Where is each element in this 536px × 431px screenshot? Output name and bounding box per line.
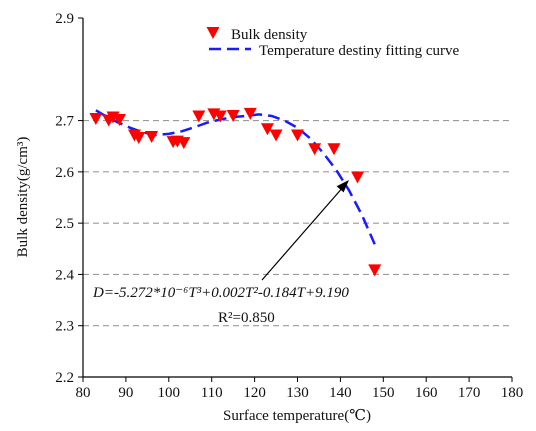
tick-labels: 80 90 100 110 120 130 140 150 160 170 180 2.2 2.3 2.4… [55, 11, 523, 401]
axes [78, 17, 513, 382]
data-point [145, 130, 159, 143]
data-point [226, 109, 240, 122]
data-point [291, 129, 304, 142]
legend-marker-bulk-density [206, 27, 220, 39]
x-tick-label: 180 [501, 385, 524, 401]
data-point [132, 132, 146, 145]
data-points-layer [89, 107, 382, 277]
data-point [308, 143, 322, 156]
equation-annotation: D=-5.272*10⁻⁶T³+0.002T²-0.184T+9.190 R²=… [92, 180, 349, 326]
legend-label-bulk-density: Bulk density [231, 27, 308, 43]
x-tick-label: 110 [201, 385, 223, 401]
data-point [327, 143, 341, 156]
y-tick-label: 2.7 [55, 114, 74, 130]
y-tick-label: 2.5 [55, 216, 74, 232]
y-tick-label: 2.4 [55, 267, 74, 283]
y-tick-label: 2.9 [55, 11, 74, 27]
legend: Bulk density Temperature destiny fitting… [206, 27, 459, 59]
data-point [368, 264, 382, 277]
x-tick-label: 150 [372, 385, 395, 401]
x-tick-label: 80 [76, 385, 91, 401]
x-tick-label: 160 [415, 385, 438, 401]
grid-lines [83, 120, 512, 327]
x-tick-label: 120 [243, 385, 266, 401]
y-tick-label: 2.3 [55, 319, 74, 335]
data-point [213, 110, 227, 123]
data-point [243, 107, 257, 120]
y-tick-label: 2.6 [55, 165, 74, 181]
x-tick-label: 100 [158, 385, 181, 401]
data-point [269, 129, 283, 142]
data-point [112, 114, 126, 127]
annotation-arrow [261, 185, 345, 281]
y-tick-label: 2.2 [55, 370, 74, 386]
x-tick-label: 90 [118, 385, 133, 401]
x-axis-label: Surface temperature(℃) [223, 408, 371, 424]
equation-text: D=-5.272*10⁻⁶T³+0.002T²-0.184T+9.190 [92, 285, 349, 301]
x-tick-label: 130 [286, 385, 309, 401]
x-tick-label: 140 [329, 385, 352, 401]
data-point [89, 113, 103, 126]
x-tick-label: 170 [458, 385, 481, 401]
legend-label-fit-curve: Temperature destiny fitting curve [259, 43, 459, 59]
data-point [351, 171, 365, 184]
r-squared-text: R²=0.850 [218, 310, 275, 326]
annotation-arrowhead [336, 180, 349, 193]
data-point [177, 137, 191, 150]
y-axis-label: Bulk density(g/cm³) [15, 137, 31, 258]
data-point [192, 110, 206, 123]
data-point [260, 123, 274, 136]
